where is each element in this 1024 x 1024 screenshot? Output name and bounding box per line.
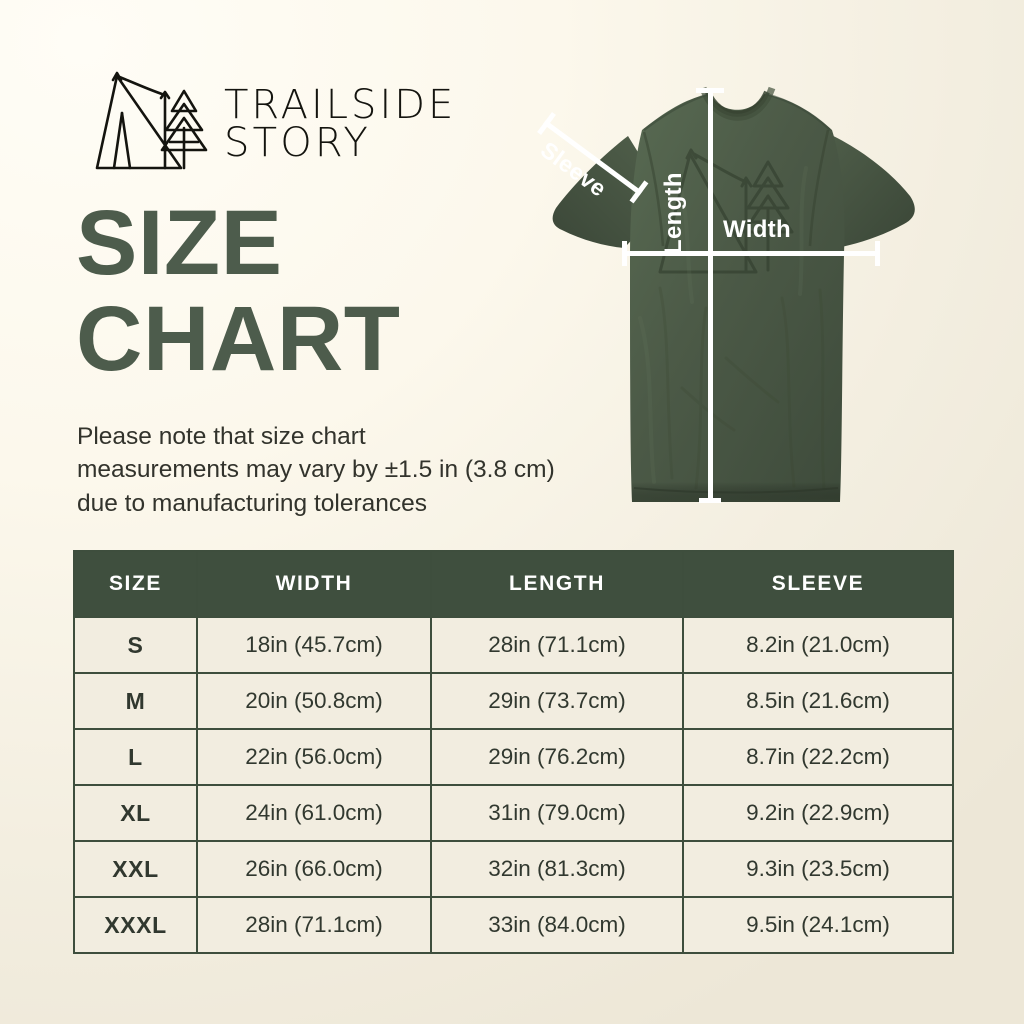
cell-width: 18in (45.7cm)	[196, 616, 432, 674]
page-title-line1: SIZE	[76, 192, 283, 294]
brand-name-line2: STORY	[224, 120, 371, 166]
cell-width: 22in (56.0cm)	[196, 728, 432, 786]
size-chart-table: SIZE WIDTH LENGTH SLEEVE S 18in (45.7cm)…	[73, 550, 954, 954]
column-header-sleeve: SLEEVE	[682, 550, 954, 618]
table-row: L 22in (56.0cm) 29in (76.2cm) 8.7in (22.…	[73, 728, 954, 786]
table-row: XXL 26in (66.0cm) 32in (81.3cm) 9.3in (2…	[73, 840, 954, 898]
cell-width: 24in (61.0cm)	[196, 784, 432, 842]
cell-size: XXXL	[73, 896, 198, 954]
cell-width: 26in (66.0cm)	[196, 840, 432, 898]
cell-size: S	[73, 616, 198, 674]
cell-length: 28in (71.1cm)	[430, 616, 684, 674]
product-photo: Width Length Sleeve	[520, 58, 1000, 528]
column-header-length: LENGTH	[430, 550, 684, 618]
cell-sleeve: 8.2in (21.0cm)	[682, 616, 954, 674]
page-title-line2: CHART	[76, 287, 401, 390]
table-row: XL 24in (61.0cm) 31in (79.0cm) 9.2in (22…	[73, 784, 954, 842]
brand-name-line1: TRAILSIDE	[224, 81, 457, 128]
cell-size: L	[73, 728, 198, 786]
brand-logo: TRAILSIDE STORY	[92, 68, 456, 176]
cell-sleeve: 8.7in (22.2cm)	[682, 728, 954, 786]
cell-length: 31in (79.0cm)	[430, 784, 684, 842]
shirt-body	[630, 94, 845, 502]
tent-pine-tree-icon	[95, 71, 208, 170]
cell-size: XL	[73, 784, 198, 842]
tolerance-note-line2: measurements may vary by ±1.5 in (3.8 cm…	[77, 456, 555, 484]
cell-sleeve: 9.3in (23.5cm)	[682, 840, 954, 898]
cell-sleeve: 8.5in (21.6cm)	[682, 672, 954, 730]
cell-length: 29in (73.7cm)	[430, 672, 684, 730]
cell-sleeve: 9.5in (24.1cm)	[682, 896, 954, 954]
table-row: M 20in (50.8cm) 29in (73.7cm) 8.5in (21.…	[73, 672, 954, 730]
table-row: S 18in (45.7cm) 28in (71.1cm) 8.2in (21.…	[73, 616, 954, 674]
cell-width: 28in (71.1cm)	[196, 896, 432, 954]
cell-length: 33in (84.0cm)	[430, 896, 684, 954]
cell-length: 29in (76.2cm)	[430, 728, 684, 786]
cell-width: 20in (50.8cm)	[196, 672, 432, 730]
hem-stitch	[633, 487, 839, 494]
column-header-size: SIZE	[73, 550, 198, 618]
cell-size: XXL	[73, 840, 198, 898]
cell-length: 32in (81.3cm)	[430, 840, 684, 898]
table-row: XXXL 28in (71.1cm) 33in (84.0cm) 9.5in (…	[73, 896, 954, 954]
cell-sleeve: 9.2in (22.9cm)	[682, 784, 954, 842]
page-title: SIZE CHART	[76, 192, 401, 390]
tolerance-note-line3: due to manufacturing tolerances	[77, 489, 428, 517]
column-header-width: WIDTH	[196, 550, 432, 618]
cell-size: M	[73, 672, 198, 730]
brand-wordmark: TRAILSIDE STORY	[224, 82, 456, 163]
tshirt-illustration	[552, 86, 915, 502]
table-header-row: SIZE WIDTH LENGTH SLEEVE	[73, 550, 954, 618]
tolerance-note: Please note that size chart measurements…	[77, 420, 617, 520]
tolerance-note-line1: Please note that size chart	[77, 423, 366, 450]
